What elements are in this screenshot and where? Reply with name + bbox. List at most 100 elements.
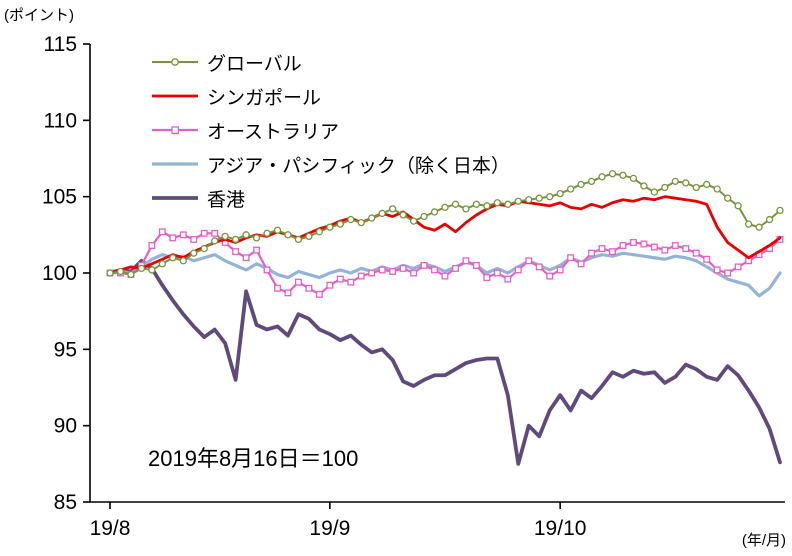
circle-marker bbox=[661, 183, 669, 192]
legend-label-asia-pacific: アジア・パシフィック（除く日本） bbox=[207, 155, 510, 177]
y-tick-label: 85 bbox=[54, 491, 77, 514]
square-marker bbox=[682, 245, 690, 253]
series-line bbox=[108, 251, 782, 298]
y-tick-label: 95 bbox=[54, 338, 77, 361]
circle-marker bbox=[200, 244, 208, 253]
legend-swatch-hong-kong bbox=[152, 196, 198, 200]
circle-marker bbox=[577, 180, 585, 189]
circle-marker bbox=[619, 171, 627, 179]
square-marker bbox=[525, 257, 533, 265]
circle-marker bbox=[703, 180, 711, 189]
circle-marker bbox=[148, 266, 156, 274]
legend-item-hong-kong: 香港 bbox=[150, 186, 510, 211]
y-tick-label: 110 bbox=[44, 109, 77, 132]
square-marker bbox=[368, 269, 376, 277]
circle-marker bbox=[399, 211, 407, 219]
legend-item-singapore: シンガポール bbox=[150, 84, 510, 109]
square-marker bbox=[431, 266, 438, 274]
circle-marker bbox=[765, 215, 774, 224]
legend-swatch-global bbox=[152, 58, 198, 66]
square-marker bbox=[504, 275, 512, 283]
square-marker bbox=[661, 246, 669, 254]
circle-marker bbox=[556, 189, 564, 198]
square-marker bbox=[640, 240, 648, 248]
circle-marker bbox=[305, 232, 313, 241]
legend-item-asia-pacific: アジア・パシフィック（除く日本） bbox=[150, 152, 510, 177]
circle-marker bbox=[336, 220, 344, 228]
circle-marker bbox=[211, 237, 219, 245]
circle-marker bbox=[483, 202, 491, 210]
legend: グローバル シンガポール オーストラリア アジア・パシフィック（除く日本） 香港 bbox=[150, 50, 510, 211]
square-marker bbox=[577, 260, 585, 268]
circle-marker bbox=[504, 200, 512, 208]
circle-marker bbox=[294, 235, 303, 244]
square-marker bbox=[284, 289, 292, 297]
circle-marker bbox=[368, 214, 376, 222]
legend-swatch-australia bbox=[152, 126, 198, 135]
square-marker bbox=[514, 266, 522, 274]
circle-marker bbox=[420, 212, 428, 221]
x-tick-label: 19/10 bbox=[534, 517, 587, 540]
circle-marker bbox=[409, 217, 418, 225]
legend-swatch-singapore bbox=[152, 94, 198, 98]
square-marker bbox=[629, 239, 637, 246]
circle-marker bbox=[347, 215, 355, 224]
circle-marker bbox=[598, 173, 606, 181]
legend-label-australia: オーストラリア bbox=[207, 121, 340, 143]
legend-label-singapore: シンガポール bbox=[207, 87, 322, 109]
legend-square-marker bbox=[171, 126, 180, 135]
square-marker bbox=[493, 269, 501, 277]
square-marker bbox=[200, 229, 208, 237]
square-marker bbox=[148, 242, 156, 249]
square-marker bbox=[263, 266, 271, 274]
square-marker bbox=[158, 228, 166, 236]
square-marker bbox=[305, 284, 313, 292]
square-marker bbox=[567, 254, 575, 262]
circle-marker bbox=[127, 270, 135, 279]
circle-marker bbox=[514, 197, 522, 205]
square-marker bbox=[410, 269, 418, 277]
circle-marker bbox=[252, 234, 261, 242]
circle-marker bbox=[462, 205, 470, 213]
y-tick-label: 100 bbox=[42, 262, 77, 285]
square-marker bbox=[190, 235, 198, 243]
circle-marker bbox=[744, 220, 753, 228]
circle-marker bbox=[190, 249, 198, 257]
circle-marker bbox=[326, 223, 334, 231]
legend-item-global: グローバル bbox=[150, 50, 510, 75]
circle-marker bbox=[116, 267, 125, 276]
series-line bbox=[108, 195, 782, 275]
legend-swatch-asia-pacific bbox=[152, 162, 198, 166]
square-marker bbox=[253, 246, 261, 254]
x-axis-unit-label: (年/月) bbox=[741, 532, 786, 549]
square-marker bbox=[556, 266, 564, 274]
square-marker bbox=[274, 284, 281, 292]
legend-label-global: グローバル bbox=[207, 53, 302, 75]
square-marker bbox=[472, 261, 480, 269]
square-marker bbox=[357, 272, 365, 280]
base-date-annotation: 2019年8月16日＝100 bbox=[148, 446, 359, 471]
square-marker bbox=[315, 290, 323, 298]
circle-marker bbox=[273, 226, 282, 234]
circle-marker bbox=[378, 209, 386, 218]
circle-marker bbox=[137, 264, 146, 273]
circle-marker bbox=[441, 203, 449, 212]
circle-marker bbox=[263, 229, 271, 237]
square-marker bbox=[211, 229, 219, 237]
circle-marker bbox=[535, 194, 543, 202]
circle-marker bbox=[546, 193, 554, 201]
circle-marker bbox=[169, 254, 177, 262]
legend-label-hong-kong: 香港 bbox=[207, 189, 246, 211]
square-marker bbox=[399, 264, 407, 272]
circle-marker bbox=[525, 196, 533, 204]
square-marker bbox=[713, 266, 721, 274]
square-marker bbox=[609, 248, 616, 256]
circle-marker bbox=[776, 206, 784, 215]
circle-marker bbox=[106, 269, 114, 277]
circle-marker bbox=[566, 185, 575, 193]
square-marker bbox=[546, 272, 554, 280]
square-marker bbox=[734, 263, 742, 271]
circle-marker bbox=[724, 194, 732, 202]
circle-marker bbox=[629, 174, 638, 182]
